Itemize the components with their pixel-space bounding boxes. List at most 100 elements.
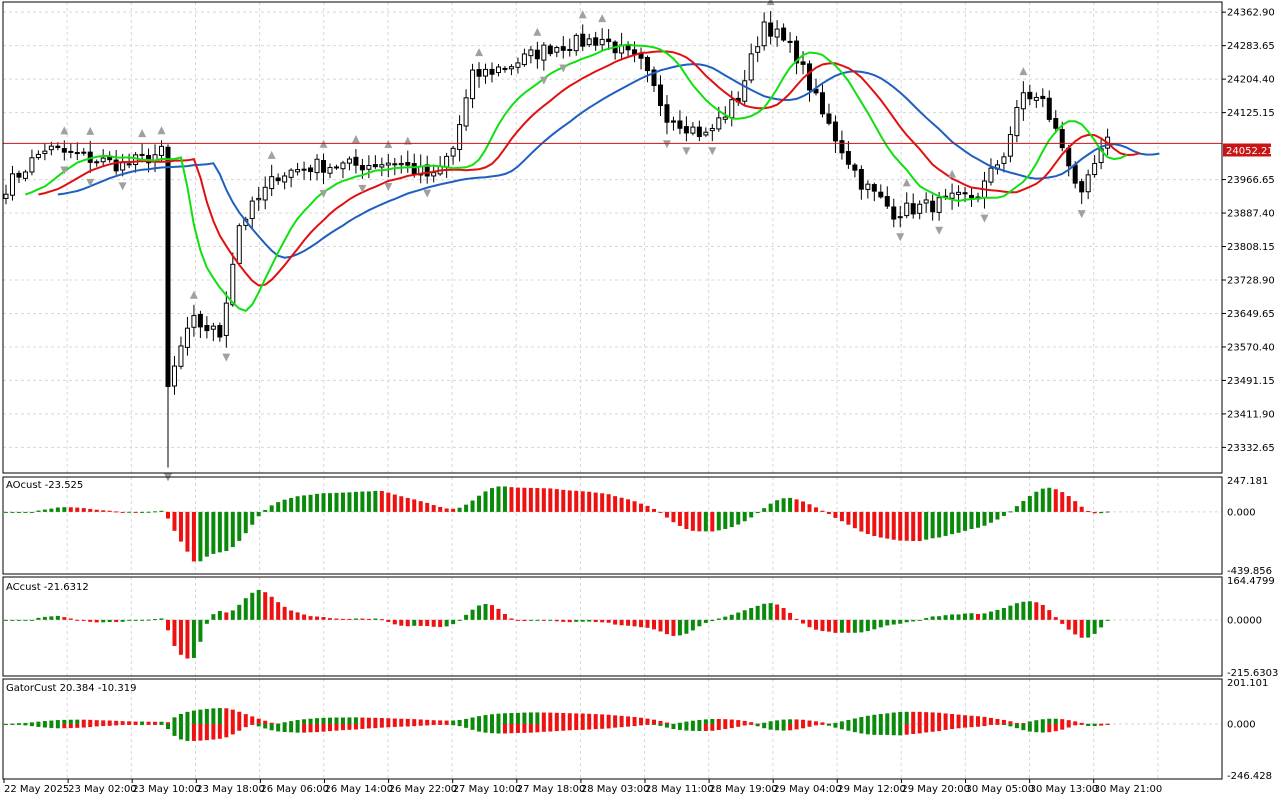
candle-body — [580, 33, 586, 47]
gator-upper-bar — [340, 717, 345, 724]
candle-body — [398, 163, 404, 166]
gator-upper-bar — [36, 721, 41, 724]
ac-bar — [224, 612, 229, 620]
ac-bar — [833, 619, 838, 633]
gator-lower-bar — [166, 723, 170, 730]
candle-body — [962, 192, 968, 195]
ac-indicator-pane[interactable] — [4, 589, 1110, 659]
gator-indicator-pane[interactable] — [4, 708, 1110, 741]
ac-bar — [1105, 619, 1110, 621]
ac-bar — [133, 619, 138, 621]
gator-upper-bar — [801, 719, 806, 724]
ao-bar — [140, 511, 145, 513]
gator-upper-bar — [243, 714, 248, 724]
ao-bar — [438, 506, 443, 512]
gator-lower-bar — [859, 723, 864, 734]
gator-upper-bar — [94, 720, 99, 724]
ac-bar — [956, 614, 961, 620]
candle-body — [515, 62, 521, 68]
ao-bar — [995, 511, 1000, 520]
ao-bar — [353, 491, 358, 512]
candle-body — [35, 153, 41, 159]
gator-upper-bar — [924, 712, 929, 724]
gator-lower-bar — [438, 723, 443, 725]
gator-upper-bar — [392, 718, 397, 724]
fractal-down-marker — [319, 189, 328, 198]
ao-bar — [360, 491, 365, 512]
ao-bar — [917, 511, 922, 542]
ac-bar — [820, 619, 825, 632]
alligator-indicator — [25, 43, 1160, 312]
candle-body — [547, 45, 553, 55]
gator-upper-bar — [42, 721, 47, 724]
ac-bar — [535, 619, 540, 621]
gator-upper-bar — [736, 720, 741, 724]
ao-indicator-pane[interactable] — [4, 486, 1110, 562]
candle-body — [16, 172, 22, 178]
ao-bar — [16, 511, 21, 513]
ac-bar — [1079, 619, 1084, 638]
gator-histogram — [4, 708, 1110, 741]
gator-lower-bar — [891, 723, 896, 736]
gator-lower-bar — [353, 723, 358, 730]
gator-upper-bar — [664, 722, 669, 724]
ac-bar — [470, 609, 475, 620]
fractal-markers — [60, 0, 1086, 482]
gator-lower-bar — [250, 723, 255, 725]
candle-body — [3, 193, 9, 199]
price-pane[interactable] — [3, 0, 1222, 482]
candle-body — [722, 116, 728, 120]
ac-bar — [10, 619, 15, 621]
gator-upper-bar — [833, 722, 838, 724]
ac-bar — [729, 614, 734, 620]
gator-upper-bar — [315, 718, 320, 724]
ao-bar — [814, 507, 818, 512]
gator-lower-bar — [755, 723, 760, 727]
gator-upper-bar — [820, 722, 825, 724]
ac-bar — [619, 619, 624, 626]
ac-bar — [269, 596, 274, 620]
ac-bar — [191, 619, 196, 658]
ac-bar — [509, 618, 514, 620]
price-axis[interactable]: 24362.90 24283.65 24204.40 24125.15 23966.65… — [1222, 8, 1275, 454]
ac-bar — [891, 619, 896, 625]
gator-lower-bar — [677, 723, 682, 730]
gator-lower-bar — [723, 723, 728, 730]
candle-body — [165, 146, 171, 387]
ao-bar — [684, 511, 689, 530]
candle-body — [703, 131, 709, 136]
gator-upper-bar — [399, 718, 404, 724]
ac-bar — [153, 619, 158, 621]
price-axis-label: 24204.40 — [1227, 75, 1275, 86]
ao-bar — [593, 492, 598, 512]
ao-axis: 247.181 0.000 -439.856 — [1227, 476, 1272, 577]
candle-body — [988, 167, 994, 183]
gator-upper-bar — [166, 722, 170, 724]
candle-body — [470, 69, 476, 100]
gator-upper-bar — [256, 718, 261, 724]
gator-upper-bar — [697, 719, 702, 724]
ao-bar — [626, 499, 631, 512]
gator-lower-bar — [794, 723, 799, 730]
gator-lower-bar — [956, 723, 961, 729]
ao-bar — [956, 511, 961, 533]
gator-lower-bar — [904, 723, 909, 735]
candle-body — [184, 327, 190, 348]
ao-bar — [153, 511, 158, 513]
ao-bar — [632, 501, 637, 512]
ac-bar — [865, 619, 870, 632]
gator-upper-bar — [191, 710, 196, 724]
gator-upper-bar — [976, 716, 980, 724]
ac-bar — [127, 619, 132, 621]
candle-body — [1072, 164, 1078, 184]
time-axis-label: 27 May 10:00 — [453, 784, 522, 795]
gator-upper-bar — [107, 720, 112, 724]
gator-upper-bar — [781, 719, 786, 724]
candle-body — [249, 200, 255, 220]
gator-lower-bar — [535, 723, 540, 733]
ac-bar — [690, 619, 695, 631]
candle-body — [696, 126, 702, 137]
ao-bar — [801, 501, 806, 512]
